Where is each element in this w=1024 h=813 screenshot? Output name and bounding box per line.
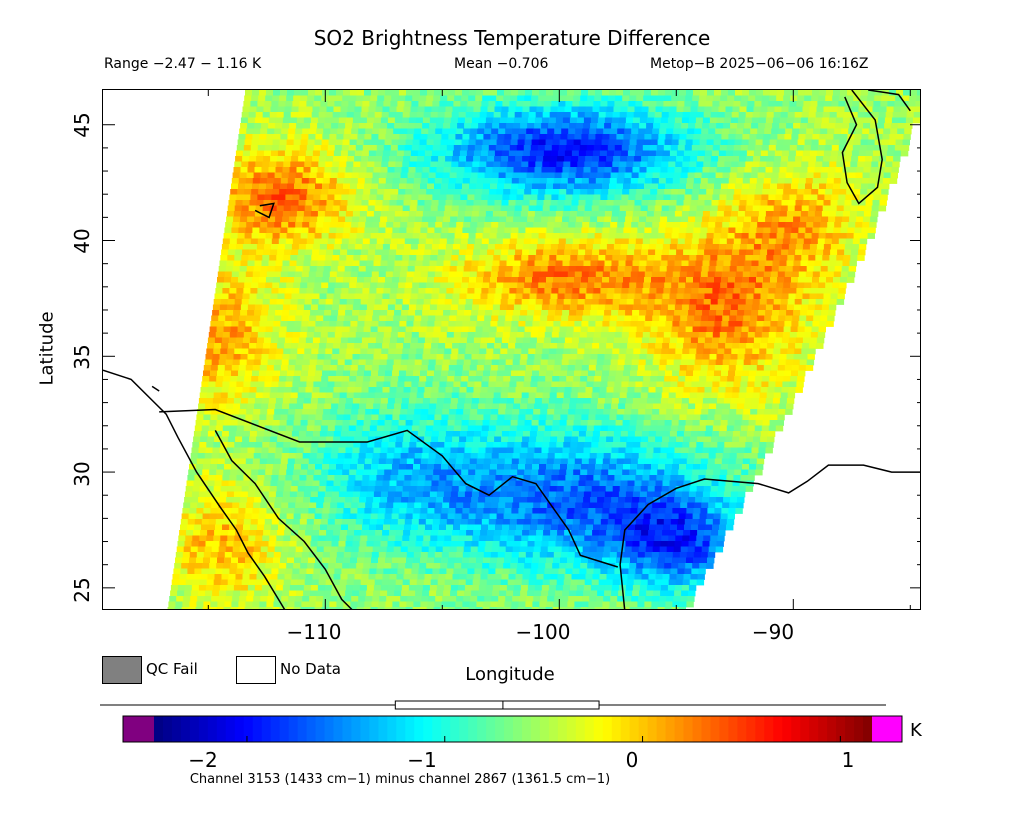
- x-axis-label: Longitude: [465, 664, 555, 685]
- y-axis-label: Latitude: [36, 311, 58, 386]
- colorbar-ticks: [246, 736, 841, 742]
- y-tick-label: 30: [70, 461, 94, 487]
- x-tick-label: −110: [286, 620, 342, 644]
- y-tick-label: 40: [70, 228, 94, 254]
- satellite-time-label: Metop−B 2025−06−06 16:16Z: [650, 56, 869, 72]
- colorbar-tick-label: 0: [625, 748, 639, 772]
- plot-title: SO2 Brightness Temperature Difference: [313, 26, 711, 50]
- colorbar-gradient: [122, 715, 903, 743]
- axis-ticks: [103, 90, 920, 609]
- range-label: Range −2.47 − 1.16 K: [104, 56, 262, 72]
- swath-cells: [167, 90, 920, 609]
- map-panel: [102, 89, 921, 610]
- y-tick-label: 25: [70, 577, 94, 603]
- mean-label: Mean −0.706: [454, 56, 549, 72]
- no-data-swatch: [236, 656, 276, 684]
- colorbar-tick-label: −1: [407, 748, 437, 772]
- colorbar-caption: Channel 3153 (1433 cm−1) minus channel 2…: [189, 772, 611, 787]
- y-tick-label: 35: [70, 344, 94, 370]
- y-tick-label: 45: [70, 112, 94, 138]
- x-tick-label: −100: [515, 620, 571, 644]
- no-data-label: No Data: [280, 660, 341, 678]
- colorbar-tick-label: −2: [188, 748, 218, 772]
- coastlines: [103, 90, 920, 609]
- colorbar-stats-box: [100, 700, 886, 710]
- colorbar-tick-label: 1: [841, 748, 855, 772]
- colorbar: [100, 700, 903, 743]
- qc-fail-swatch: [102, 656, 142, 684]
- swath-map: [103, 90, 920, 609]
- colorbar-unit: K: [910, 720, 922, 741]
- qc-fail-label: QC Fail: [146, 660, 198, 678]
- x-tick-label: −90: [751, 620, 795, 644]
